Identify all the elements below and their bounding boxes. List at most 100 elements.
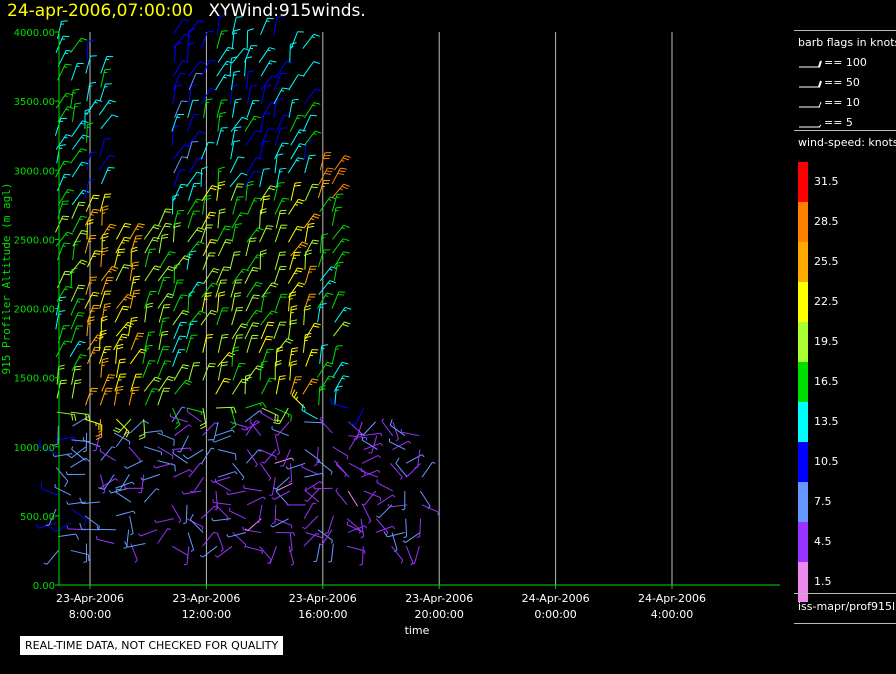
wind-barb: [86, 99, 103, 116]
barb-feather: [209, 241, 216, 244]
barb-feather: [58, 310, 66, 313]
wind-barb: [303, 213, 321, 229]
wind-barb: [215, 279, 228, 298]
wind-barb: [115, 343, 124, 364]
barb-feather: [125, 324, 132, 328]
barb-feather: [233, 70, 241, 73]
barb-feather: [188, 424, 192, 427]
wind-barb: [173, 255, 191, 271]
barb-staff: [100, 114, 113, 130]
wind-barb: [130, 332, 145, 351]
barb-staff: [364, 490, 377, 506]
barb-feather: [101, 249, 109, 253]
wind-barb: [317, 292, 334, 309]
barb-staff: [274, 127, 281, 146]
barb-feather: [106, 228, 111, 231]
wind-barb: [375, 518, 389, 536]
wind-barb: [138, 474, 145, 494]
barb-feather: [320, 303, 327, 306]
barb-staff: [232, 532, 247, 546]
barb-staff: [349, 462, 366, 473]
wind-barb: [55, 35, 70, 53]
barb-feather: [78, 356, 83, 359]
barb-feather: [341, 185, 348, 190]
barb-feather: [201, 166, 208, 170]
barb-feather: [232, 429, 235, 433]
wind-barb: [174, 424, 192, 437]
x-tick-time-label: 20:00:00: [414, 608, 463, 621]
barb-feather: [321, 473, 325, 477]
wind-barb: [231, 223, 243, 243]
barb-staff: [375, 525, 393, 533]
wind-barb: [100, 266, 119, 282]
barb-feather: [293, 391, 298, 398]
y-tick-label: 3000.00: [14, 166, 55, 177]
wind-barb: [301, 404, 318, 420]
barb-feather: [341, 159, 345, 162]
barb-feather: [340, 364, 344, 367]
barb-feather: [314, 88, 322, 92]
barb-feather: [342, 157, 350, 161]
barb-staff: [336, 464, 350, 478]
wind-barb: [217, 208, 226, 229]
barb-feather: [98, 487, 105, 490]
barb-feather: [93, 339, 98, 342]
barb-feather: [181, 294, 188, 297]
barb-staff: [113, 432, 131, 443]
barb-feather: [262, 496, 266, 500]
barb-staff: [129, 515, 134, 534]
wind-barb: [70, 312, 85, 330]
barb-staff: [170, 416, 188, 423]
barb-feather: [91, 211, 99, 214]
barb-feather: [294, 272, 298, 275]
wind-barb: [289, 42, 297, 63]
wind-barb: [157, 387, 171, 406]
wind-barb: [319, 151, 332, 171]
wind-barb: [71, 134, 90, 150]
wind-barb: [187, 28, 196, 49]
wind-barb: [260, 17, 274, 35]
colorbar-label: 1.5: [814, 575, 832, 588]
barb-feather: [290, 353, 295, 356]
barb-staff: [115, 510, 134, 517]
barb-feather: [321, 233, 329, 236]
barb-feather: [304, 307, 311, 311]
barb-feather: [304, 487, 307, 491]
barb-staff: [180, 435, 189, 453]
barb-feather: [111, 114, 119, 118]
barb-feather: [240, 212, 248, 215]
colorbar-swatch: [798, 202, 808, 242]
barb-feather: [122, 239, 130, 242]
wind-barb: [275, 209, 287, 229]
barb-staff: [144, 446, 162, 453]
wind-barb: [401, 490, 406, 511]
wind-barb: [303, 532, 320, 547]
wind-barb: [202, 334, 214, 353]
barb-feather: [346, 456, 349, 460]
barb-feather: [210, 239, 218, 241]
wind-barb: [96, 526, 117, 531]
wind-barb: [143, 430, 164, 434]
barb-feather: [64, 288, 69, 291]
barb-staff: [56, 411, 75, 416]
wind-barb: [305, 531, 324, 542]
barb-feather: [427, 505, 431, 509]
barb-staff: [319, 266, 332, 282]
wind-barb: [231, 212, 248, 229]
barb-feather: [80, 192, 85, 195]
wind-barb: [405, 454, 425, 464]
barb-feather: [156, 488, 160, 491]
barb-feather: [102, 360, 109, 364]
wind-barb: [43, 550, 59, 565]
barb-staff: [361, 470, 379, 478]
wind-barb: [275, 114, 291, 132]
barb-staff: [217, 471, 236, 478]
barb-staff: [269, 546, 277, 564]
wind-barb: [260, 128, 275, 146]
barb-staff: [115, 481, 133, 489]
barb-staff: [55, 340, 66, 358]
barb-feather: [199, 422, 206, 427]
y-axis-title: 915 Profiler Altitude (m agl): [0, 182, 13, 374]
barb-feather: [164, 211, 171, 213]
barb-staff: [110, 487, 129, 494]
